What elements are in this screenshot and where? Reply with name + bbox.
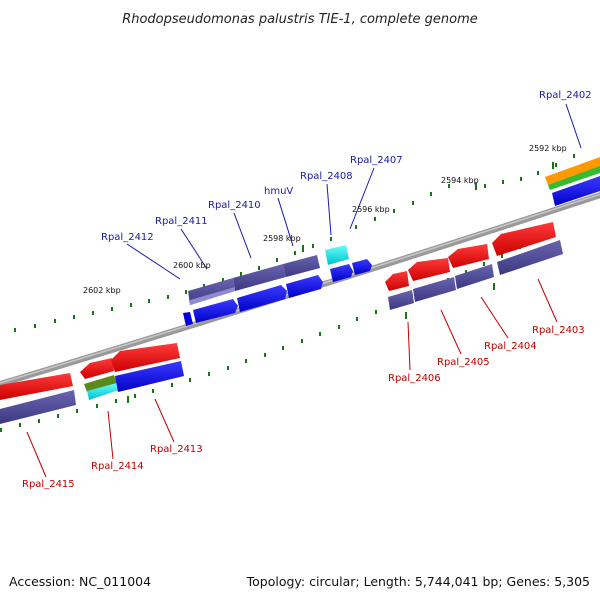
- gene-label[interactable]: Rpal_2407: [350, 155, 403, 166]
- tick-labels: 2592 kbp 2594 kbp 2596 kbp 2598 kbp 2600…: [83, 144, 567, 295]
- gene-label[interactable]: Rpal_2404: [484, 341, 537, 352]
- gene-label[interactable]: hmuV: [264, 186, 293, 197]
- topology-text: Topology: circular; Length: 5,744,041 bp…: [246, 574, 590, 589]
- gene-label[interactable]: Rpal_2411: [155, 216, 208, 227]
- tick-label: 2594 kbp: [441, 176, 479, 185]
- tick-label: 2596 kbp: [352, 205, 390, 214]
- gene-label[interactable]: Rpal_2410: [208, 200, 261, 211]
- tick-label: 2598 kbp: [263, 234, 301, 243]
- tick-label: 2602 kbp: [83, 286, 121, 295]
- gene-label[interactable]: Rpal_2406: [388, 373, 441, 384]
- reverse-features: [0, 222, 563, 400]
- tick-label: 2600 kbp: [173, 261, 211, 270]
- gene-label[interactable]: Rpal_2405: [437, 357, 490, 368]
- gene-label[interactable]: Rpal_2402: [539, 90, 592, 101]
- tick-label: 2592 kbp: [529, 144, 567, 153]
- gene-label[interactable]: Rpal_2403: [532, 325, 585, 336]
- gene-label[interactable]: Rpal_2413: [150, 444, 203, 455]
- forward-gene-labels: Rpal_2402 Rpal_2407 Rpal_2408 hmuV Rpal_…: [101, 90, 592, 243]
- gene-label[interactable]: Rpal_2415: [22, 479, 75, 490]
- label-connectors: [26, 103, 582, 478]
- gene-label[interactable]: Rpal_2408: [300, 171, 353, 182]
- reverse-gene-labels: Rpal_2403 Rpal_2404 Rpal_2405 Rpal_2406 …: [22, 325, 585, 490]
- gene-label[interactable]: Rpal_2414: [91, 461, 144, 472]
- accession-text: Accession: NC_011004: [9, 574, 151, 589]
- gene-label[interactable]: Rpal_2412: [101, 232, 154, 243]
- map-title: Rhodopseudomonas palustris TIE-1, comple…: [122, 12, 478, 27]
- forward-features: [0, 157, 600, 424]
